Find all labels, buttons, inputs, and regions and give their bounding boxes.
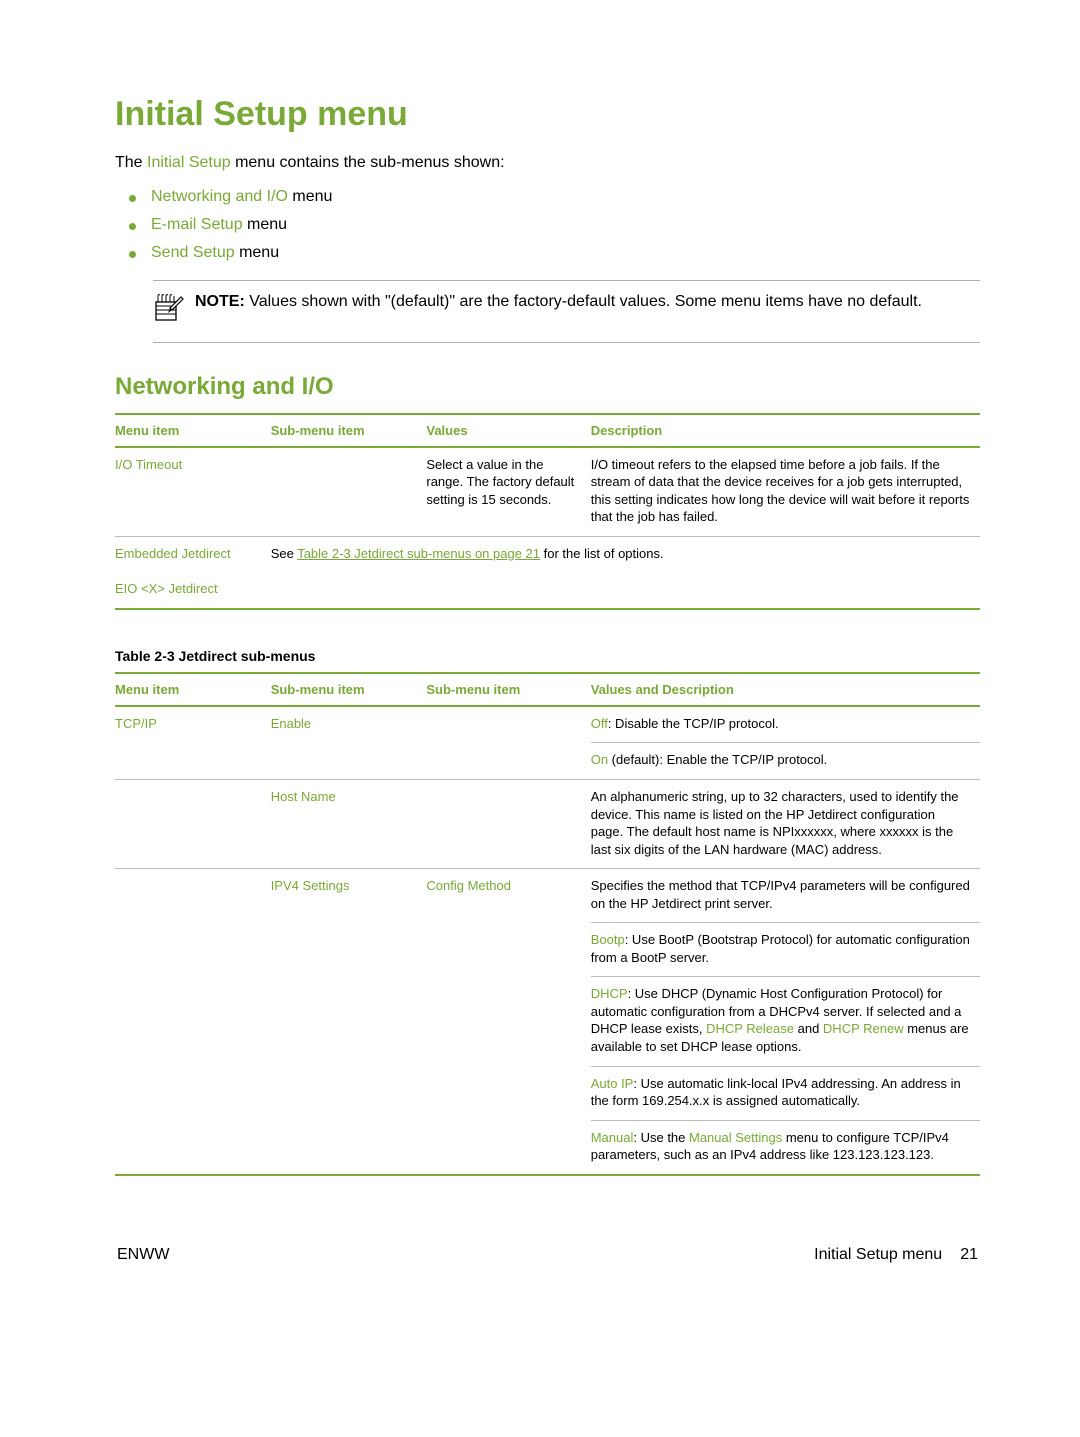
cell-desc: Manual: Use the Manual Settings menu to … bbox=[591, 1120, 980, 1175]
page-number: 21 bbox=[960, 1246, 978, 1264]
cell-menu bbox=[115, 977, 271, 1066]
cell-submenu bbox=[271, 743, 427, 780]
submenu-text: menu bbox=[235, 244, 279, 261]
cell-submenu2 bbox=[426, 923, 590, 977]
list-item: Networking and I/O menu bbox=[151, 188, 980, 206]
table-row: EIO <X> Jetdirect bbox=[115, 572, 980, 609]
cell-desc: Specifies the method that TCP/IPv4 param… bbox=[591, 869, 980, 923]
cell-submenu2 bbox=[426, 779, 590, 868]
cell-desc: An alphanumeric string, up to 32 charact… bbox=[591, 779, 980, 868]
footer-right: Initial Setup menu 21 bbox=[814, 1246, 978, 1264]
caption-title: Jetdirect sub-menus bbox=[175, 648, 316, 664]
cell-submenu bbox=[271, 923, 427, 977]
col-header: Menu item bbox=[115, 414, 271, 447]
footer-label: Initial Setup menu bbox=[814, 1246, 942, 1264]
table-row: I/O Timeout Select a value in the range.… bbox=[115, 447, 980, 537]
submenu-list: Networking and I/O menu E-mail Setup men… bbox=[115, 188, 980, 262]
footer-left: ENWW bbox=[117, 1246, 169, 1264]
list-item: Send Setup menu bbox=[151, 244, 980, 262]
cell-menu: TCP/IP bbox=[115, 706, 271, 743]
cell-menu bbox=[115, 779, 271, 868]
cell-span: See Table 2-3 Jetdirect sub-menus on pag… bbox=[271, 536, 980, 572]
table-row: TCP/IPEnable Off: Disable the TCP/IP prot… bbox=[115, 706, 980, 743]
caption-label: Table 2-3 bbox=[115, 648, 175, 664]
table-caption: Table 2-3 Jetdirect sub-menus bbox=[115, 648, 980, 664]
cell-desc: Bootp: Use BootP (Bootstrap Protocol) fo… bbox=[591, 923, 980, 977]
list-item: E-mail Setup menu bbox=[151, 216, 980, 234]
cell-menu bbox=[115, 1120, 271, 1175]
page-footer: ENWW Initial Setup menu 21 bbox=[115, 1246, 980, 1264]
table-row: DHCP: Use DHCP (Dynamic Host Configurati… bbox=[115, 977, 980, 1066]
col-header: Description bbox=[591, 414, 980, 447]
cell-desc: I/O timeout refers to the elapsed time b… bbox=[591, 447, 980, 537]
networking-table: Menu item Sub-menu item Values Descripti… bbox=[115, 413, 980, 610]
table-row: Bootp: Use BootP (Bootstrap Protocol) fo… bbox=[115, 923, 980, 977]
table-header-row: Menu item Sub-menu item Values Descripti… bbox=[115, 414, 980, 447]
note-label: NOTE: bbox=[195, 293, 245, 310]
cell-empty bbox=[271, 572, 980, 609]
cell-submenu2 bbox=[426, 1120, 590, 1175]
cell-sub bbox=[271, 447, 427, 537]
table-header-row: Menu item Sub-menu item Sub-menu item Va… bbox=[115, 673, 980, 706]
col-header: Sub-menu item bbox=[426, 673, 590, 706]
page-container: Initial Setup menu The Initial Setup men… bbox=[0, 0, 1080, 1304]
table-row: Host Name An alphanumeric string, up to 3… bbox=[115, 779, 980, 868]
cell-submenu2 bbox=[426, 706, 590, 743]
cell-menu bbox=[115, 1066, 271, 1120]
intro-pre: The bbox=[115, 154, 147, 171]
submenu-link[interactable]: Send Setup bbox=[151, 244, 235, 261]
cell-menu: EIO <X> Jetdirect bbox=[115, 572, 271, 609]
table-row: IPV4 SettingsConfig MethodSpecifies the … bbox=[115, 869, 980, 923]
cell-menu: Embedded Jetdirect bbox=[115, 536, 271, 572]
table-row: Manual: Use the Manual Settings menu to … bbox=[115, 1120, 980, 1175]
table-row: Auto IP: Use automatic link-local IPv4 a… bbox=[115, 1066, 980, 1120]
cell-menu bbox=[115, 743, 271, 780]
cell-submenu: IPV4 Settings bbox=[271, 869, 427, 923]
cell-submenu: Enable bbox=[271, 706, 427, 743]
intro-link[interactable]: Initial Setup bbox=[147, 154, 231, 171]
note-icon bbox=[153, 291, 195, 330]
cell-submenu bbox=[271, 1120, 427, 1175]
submenu-link[interactable]: E-mail Setup bbox=[151, 216, 243, 233]
note-text: Values shown with "(default)" are the fa… bbox=[245, 293, 922, 310]
submenu-text: menu bbox=[288, 188, 332, 205]
cell-menu bbox=[115, 869, 271, 923]
cell-submenu2 bbox=[426, 1066, 590, 1120]
span-pre: See bbox=[271, 546, 298, 561]
cell-values: Select a value in the range. The factory… bbox=[426, 447, 590, 537]
page-title: Initial Setup menu bbox=[115, 95, 980, 134]
cell-submenu2 bbox=[426, 743, 590, 780]
cell-submenu bbox=[271, 977, 427, 1066]
col-header: Sub-menu item bbox=[271, 414, 427, 447]
cell-submenu bbox=[271, 1066, 427, 1120]
table-link[interactable]: Table 2-3 Jetdirect sub-menus on page 21 bbox=[297, 546, 540, 561]
note-box: NOTE: Values shown with "(default)" are … bbox=[153, 280, 980, 343]
col-header: Sub-menu item bbox=[271, 673, 427, 706]
col-header: Menu item bbox=[115, 673, 271, 706]
cell-desc: DHCP: Use DHCP (Dynamic Host Configurati… bbox=[591, 977, 980, 1066]
note-text-wrap: NOTE: Values shown with "(default)" are … bbox=[195, 291, 922, 330]
cell-submenu2 bbox=[426, 977, 590, 1066]
intro-post: menu contains the sub-menus shown: bbox=[231, 154, 505, 171]
section-title: Networking and I/O bbox=[115, 373, 980, 401]
table-row: Embedded Jetdirect See Table 2-3 Jetdire… bbox=[115, 536, 980, 572]
submenu-link[interactable]: Networking and I/O bbox=[151, 188, 288, 205]
cell-desc: Auto IP: Use automatic link-local IPv4 a… bbox=[591, 1066, 980, 1120]
cell-menu: I/O Timeout bbox=[115, 447, 271, 537]
cell-desc: On (default): Enable the TCP/IP protocol… bbox=[591, 743, 980, 780]
col-header: Values and Description bbox=[591, 673, 980, 706]
table-row: On (default): Enable the TCP/IP protocol… bbox=[115, 743, 980, 780]
span-post: for the list of options. bbox=[540, 546, 664, 561]
cell-submenu2: Config Method bbox=[426, 869, 590, 923]
jetdirect-table: Menu item Sub-menu item Sub-menu item Va… bbox=[115, 672, 980, 1176]
intro-paragraph: The Initial Setup menu contains the sub-… bbox=[115, 154, 980, 172]
submenu-text: menu bbox=[243, 216, 287, 233]
cell-submenu: Host Name bbox=[271, 779, 427, 868]
cell-menu bbox=[115, 923, 271, 977]
cell-desc: Off: Disable the TCP/IP protocol. bbox=[591, 706, 980, 743]
col-header: Values bbox=[426, 414, 590, 447]
